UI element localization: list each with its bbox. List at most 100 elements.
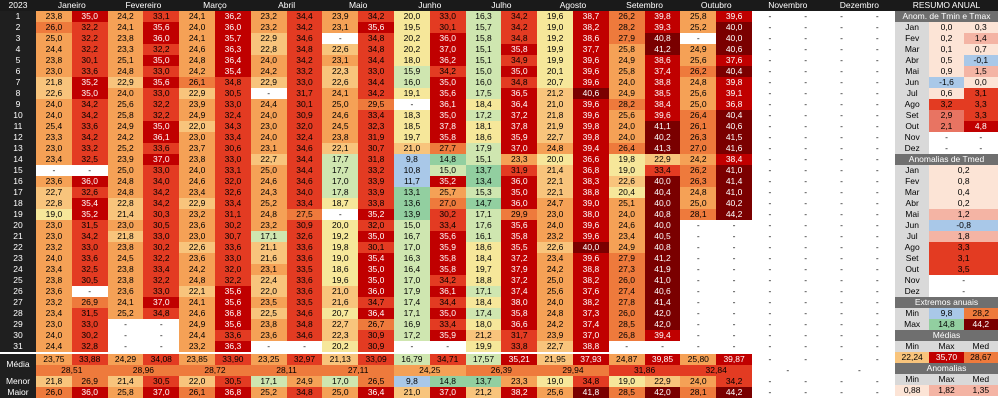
tmin-cell: 22,8 — [107, 198, 144, 209]
tmax-cell: 37,0 — [573, 330, 609, 341]
menor-cell: 21,4 — [107, 376, 144, 387]
tmin-cell: - — [752, 231, 788, 242]
tmax-cell: - — [143, 330, 180, 341]
tmin-cell: 21,8 — [107, 231, 144, 242]
col-label: Med — [963, 341, 998, 352]
tmax-cell: 34,6 — [286, 143, 323, 154]
tmax-cell: 40,2 — [644, 132, 681, 143]
tmin-cell: 22,7 — [250, 154, 287, 165]
tmax-cell: 36,2 — [215, 11, 251, 22]
tmin-cell: 24,0 — [608, 209, 645, 220]
tmax-cell: 34,8 — [358, 33, 394, 44]
tmin-cell: 18,4 — [465, 253, 502, 264]
media-cell: 24,29 — [107, 354, 144, 365]
tmin-cell: 13,6 — [394, 198, 430, 209]
tmin-cell: - — [36, 165, 72, 176]
tmin-cell: - — [823, 176, 860, 187]
medias-cell: 35,70 — [929, 352, 964, 363]
tmin-cell: 26,0 — [608, 275, 645, 286]
tmax-cell: 36,6 — [573, 154, 609, 165]
anom-tmax: 0,3 — [963, 22, 998, 33]
tmin-cell: 23,4 — [36, 264, 72, 275]
tmax-cell: 36,1 — [143, 132, 180, 143]
tmax-cell: 30,3 — [143, 209, 180, 220]
tmin-cell: 15,3 — [465, 187, 502, 198]
tmax-cell: - — [859, 176, 896, 187]
tmax-cell: 33,6 — [286, 242, 323, 253]
tmax-cell: 33,1 — [215, 165, 251, 176]
tmin-cell: 23,1 — [250, 264, 287, 275]
tmed-cell: 1,2 — [929, 209, 998, 220]
tmax-cell: 37,4 — [644, 66, 681, 77]
tmin-cell: 16,3 — [465, 11, 502, 22]
tmin-cell: - — [752, 220, 788, 231]
tmax-cell: 39,6 — [573, 110, 609, 121]
tmax-cell: 38,3 — [573, 176, 609, 187]
tmax-cell: 34,2 — [429, 275, 466, 286]
tmin-cell: 18,8 — [465, 275, 502, 286]
anom-tmax: 3,1 — [963, 88, 998, 99]
tmin-cell: 18,1 — [465, 121, 502, 132]
tmax-cell: 30,7 — [215, 231, 251, 242]
tmax-cell: 34,2 — [71, 132, 108, 143]
day-label: 28 — [0, 308, 36, 319]
tmax-cell: - — [787, 110, 824, 121]
tmin-cell: 13,7 — [465, 165, 502, 176]
tmax-cell: 39,1 — [716, 88, 752, 99]
tmin-cell: 24,1 — [107, 22, 144, 33]
tmin-cell: - — [680, 264, 717, 275]
tmin-cell: 23,6 — [179, 253, 215, 264]
media-cell: 23,25 — [250, 354, 287, 365]
tmin-cell: 9,8 — [394, 154, 430, 165]
tmax-cell: - — [716, 264, 752, 275]
anom-tmin: 0,0 — [929, 22, 964, 33]
media-cell: 23,85 — [179, 354, 215, 365]
anomalias-cell: 1,35 — [963, 385, 998, 396]
menor-cell: - — [787, 376, 824, 387]
tmax-cell: 35,6 — [501, 220, 538, 231]
tmin-cell: 21,0 — [322, 286, 359, 297]
anom-tmax: 1,4 — [963, 33, 998, 44]
tmin-cell: 16,3 — [394, 253, 430, 264]
tmin-cell: 13,9 — [394, 209, 430, 220]
tmin-cell: 23,0 — [36, 319, 72, 330]
anom-tmax: - — [963, 143, 998, 154]
tmax-cell: 39,4 — [573, 143, 609, 154]
tmin-cell: 24,3 — [250, 187, 287, 198]
tmax-cell: 35,4 — [358, 253, 394, 264]
tmin-cell: 20,2 — [394, 33, 430, 44]
tmax-cell: 35,6 — [143, 77, 180, 88]
media-cell: 32,97 — [286, 354, 323, 365]
tmax-cell: 34,6 — [286, 308, 323, 319]
day-label: 22 — [0, 242, 36, 253]
month-abbr: Ago — [895, 242, 930, 253]
tmax-cell: - — [859, 121, 896, 132]
menor-cell: 34,8 — [573, 376, 609, 387]
tmin-cell: - — [823, 253, 860, 264]
tmin-cell: - — [752, 121, 788, 132]
col-label: Min — [895, 374, 930, 385]
maior-cell: 44,2 — [716, 387, 752, 398]
tmed-cell: - — [929, 286, 998, 297]
tmax-cell: 37,2 — [501, 275, 538, 286]
tmin-cell: - — [680, 242, 717, 253]
tmax-cell: - — [716, 308, 752, 319]
tmin-cell: 24,8 — [537, 308, 573, 319]
tmin-cell: 20,0 — [394, 11, 430, 22]
tmin-cell: - — [107, 341, 144, 352]
tmax-cell: 32,2 — [143, 44, 180, 55]
maior-cell: 26,1 — [179, 387, 215, 398]
ext-min-label: Min — [895, 308, 930, 319]
media-cell: 21,95 — [537, 354, 573, 365]
maior-cell: 26,0 — [36, 387, 72, 398]
tmax-cell: 35,4 — [215, 66, 251, 77]
tmax-cell: 34,2 — [71, 231, 108, 242]
tmin-cell: 24,6 — [179, 308, 215, 319]
tmax-cell: - — [787, 121, 824, 132]
tmin-cell: 17,9 — [394, 286, 430, 297]
tmax-cell: 33,6 — [71, 121, 108, 132]
tmax-cell: 37,6 — [573, 286, 609, 297]
tmax-cell: 35,0 — [501, 187, 538, 198]
menor-cell: - — [859, 376, 896, 387]
month-header: Novembro — [752, 0, 824, 11]
